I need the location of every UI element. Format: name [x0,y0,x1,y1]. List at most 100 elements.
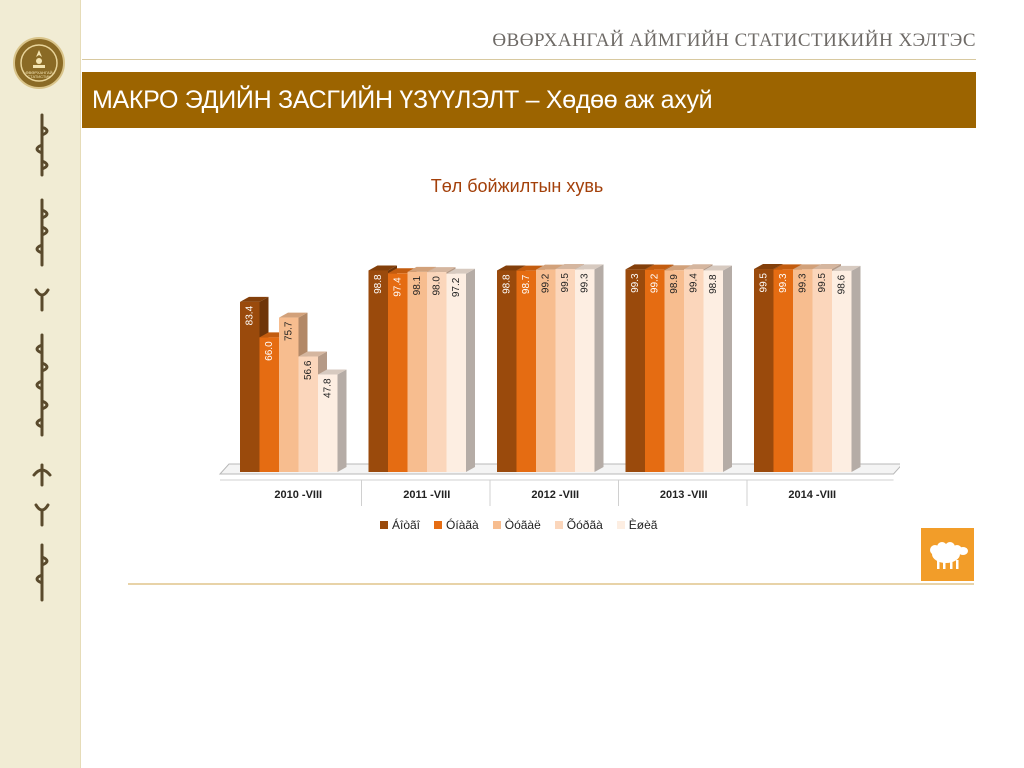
legend-swatch [434,521,443,529]
bar-top [575,264,604,270]
data-label: 99.5 [759,273,770,293]
bar-side [594,264,604,472]
bar-side [466,268,475,472]
data-label: 99.3 [630,273,641,293]
bar-top [427,267,456,273]
mongolian-script-decoration [32,113,52,602]
data-label: 98.7 [521,274,532,294]
bar-side [723,265,732,472]
legend-swatch [554,521,563,529]
data-label: 99.3 [798,273,809,293]
bar [318,374,338,472]
legend-item: Õóðãà [554,518,603,532]
bar [388,273,408,472]
bar-top [497,265,526,271]
data-label: 98.1 [412,275,423,295]
data-label: 98.0 [432,276,443,296]
legend-item: Èøèã [616,518,658,532]
bar-top [407,266,436,272]
agency-logo: ӨВӨРХАНГАЙ СТАТИСТИК [13,37,65,89]
chart-title: Төл бойжилтын хувь [430,176,604,196]
bar-top [812,264,841,270]
bar [240,301,260,472]
data-label: 99.3 [580,273,591,293]
data-label: 98.8 [502,274,513,294]
data-label: 75.7 [284,321,295,341]
bar [298,356,318,472]
livestock-badge [921,528,974,581]
bar-top [298,351,327,357]
title-banner: МАКРО ЭДИЙН ЗАСГИЙН ҮЗҮҮЛЭЛТ – Хөдөө аж … [82,72,976,128]
data-label: 47.8 [323,378,334,398]
legend-swatch [492,521,501,529]
bar [645,269,665,472]
bar [754,269,774,472]
bar-top [754,264,783,270]
legend-label: Áîòãî [392,518,421,532]
data-label: 56.6 [303,360,314,380]
bar-chart: 83.4 66.0 75.7 56.6 47.8 2010 -VIII 98.8 97.4 98… [218,264,900,506]
bar-top [773,264,802,270]
bar-side [851,265,861,472]
sidebar: ӨВӨРХАНГАЙ СТАТИСТИК [0,0,81,768]
bar-top [318,369,347,375]
bar [812,269,832,472]
data-label: 99.2 [650,273,661,293]
category-label: 2013 -VIII [660,489,708,501]
bar [575,269,595,472]
data-label: 99.2 [541,273,552,293]
category-label: 2014 -VIII [788,489,836,501]
legend-swatch [380,521,388,529]
legend-swatch [616,521,625,529]
category-label: 2011 -VIII [403,489,450,501]
bar [625,269,645,472]
bar-side [337,369,347,472]
bar [368,270,388,472]
logo-line2: СТАТИСТИК [27,74,51,79]
legend-label: Èøèã [628,518,658,532]
legend-item: Óíàãà [434,518,479,532]
bar [684,269,704,472]
bar [516,270,536,472]
category-label: 2012 -VIII [531,489,579,501]
bar-top [684,264,713,270]
bar [773,269,793,472]
bar [536,269,556,472]
legend-label: Õóðãà [566,518,603,532]
data-label: 97.2 [451,277,462,297]
logo-line1: ӨВӨРХАНГАЙ [25,70,52,75]
bar-top [703,265,732,271]
data-label: 66.0 [264,341,275,361]
bar [407,271,427,472]
legend-label: Òóãàë [504,518,541,532]
header-divider [82,59,976,60]
bar [664,270,684,472]
data-label: 98.9 [669,274,680,294]
data-label: 99.5 [560,273,571,293]
emblem-icon: ӨВӨРХАНГАЙ СТАТИСТИК [20,44,58,82]
legend-label: Óíàãà [446,518,479,532]
category-label: 2010 -VIII [274,489,322,501]
data-label: 99.3 [778,273,789,293]
chart-legend: Áîòãî Óíàãà Òóãàë Õóðãà Èøèã [380,518,657,532]
bar [555,269,575,472]
legend-item: Áîòãî [380,518,420,532]
bar-top [368,265,397,271]
legend-item: Òóãàë [492,518,541,532]
org-title: ӨВӨРХАНГАЙ АЙМГИЙН СТАТИСТИКИЙН ХЭЛТЭС [492,30,976,51]
bar [703,270,723,472]
data-label: 83.4 [245,305,256,325]
bar [279,317,299,472]
data-label: 99.4 [689,273,700,293]
bar [446,273,466,472]
footer-divider [128,583,974,585]
bar [793,269,813,472]
data-label: 98.8 [708,274,719,294]
data-label: 99.5 [817,273,828,293]
bar-top [240,296,269,302]
data-label: 98.8 [373,274,384,294]
bar [497,270,517,472]
bar-top [446,268,475,274]
bar-top [555,264,584,270]
bar-top [279,312,308,318]
